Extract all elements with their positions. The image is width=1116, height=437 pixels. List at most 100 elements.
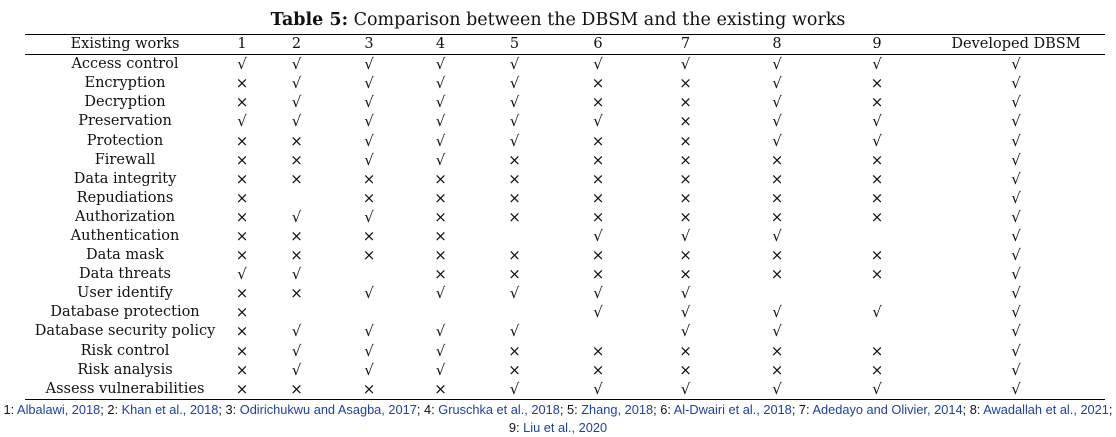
check-mark: √	[291, 207, 302, 226]
check-mark: √	[1011, 131, 1021, 150]
check-mark: √	[1011, 284, 1021, 303]
check-mark: √	[593, 226, 603, 245]
cross-mark: ×	[235, 207, 249, 226]
check-mark: √	[509, 131, 520, 150]
check-mark: √	[291, 360, 302, 379]
check-mark: √	[435, 112, 446, 131]
cross-mark: ×	[404, 379, 477, 400]
cross-mark: ×	[870, 74, 884, 93]
check-mark: √	[364, 207, 374, 226]
cross-mark: ×	[679, 188, 692, 207]
check-mark: √	[291, 322, 302, 341]
citation-link[interactable]: Gruschka et al., 2018	[438, 402, 560, 417]
check-mark: √	[509, 322, 520, 341]
check-mark: √	[291, 93, 302, 112]
table-row: Data threats √ √ × × × × × × √	[25, 265, 1105, 284]
check-mark: √	[772, 322, 782, 341]
check-mark: √	[593, 112, 603, 131]
cross-mark: ×	[235, 322, 249, 341]
check-mark: √	[680, 322, 691, 341]
check-mark: √	[1011, 226, 1021, 245]
table-row: Assess vulnerabilities × × × × √ √ √ √ √ √	[25, 379, 1105, 400]
cross-mark: ×	[770, 246, 784, 265]
header-row: Existing works 1 2 3 4 5 6 7 8 9 Developed DBSM	[25, 33, 1105, 56]
header-work-9: 9	[827, 33, 927, 56]
header-work-5: 5	[477, 33, 552, 56]
cross-mark: ×	[870, 207, 884, 226]
check-mark: √	[1011, 303, 1021, 322]
check-mark: √	[644, 379, 727, 400]
check-mark: √	[509, 74, 520, 93]
table-row: Encryption × √ √ √ √ × × √ × √	[25, 74, 1105, 93]
citation-link[interactable]: Adedayo and Olivier, 2014	[812, 402, 963, 417]
check-mark: √	[435, 322, 446, 341]
check-mark: √	[680, 226, 691, 245]
empty-cell	[259, 303, 334, 322]
check-mark: √	[872, 55, 882, 74]
check-mark: √	[435, 284, 446, 303]
cross-mark: ×	[235, 226, 249, 245]
check-mark: √	[509, 93, 520, 112]
citation-link[interactable]: Al-Dwairi et al., 2018	[673, 402, 792, 417]
cross-mark: ×	[362, 169, 376, 188]
citation-link[interactable]: Awadallah et al., 2021	[983, 402, 1109, 417]
cross-mark: ×	[870, 188, 884, 207]
check-mark: √	[509, 112, 520, 131]
check-mark: √	[1011, 265, 1021, 284]
cross-mark: ×	[870, 93, 884, 112]
cross-mark: ×	[235, 341, 249, 360]
citation-link[interactable]: Odirichukwu and Asagba, 2017	[239, 402, 417, 417]
header-work-4: 4	[404, 33, 477, 56]
cross-mark: ×	[434, 188, 447, 207]
check-mark: √	[772, 112, 782, 131]
cross-mark: ×	[508, 150, 521, 169]
table-footnote: 1: Albalawi, 2018; 2: Khan et al., 2018;…	[0, 401, 1116, 437]
cross-mark: ×	[591, 150, 605, 169]
check-mark: √	[772, 55, 782, 74]
cross-mark: ×	[235, 74, 249, 93]
cross-mark: ×	[679, 246, 692, 265]
cross-mark: ×	[770, 169, 784, 188]
citation-link[interactable]: Khan et al., 2018	[121, 402, 219, 417]
header-work-6: 6	[552, 33, 644, 56]
empty-cell	[552, 322, 644, 341]
table-header: Existing works 1 2 3 4 5 6 7 8 9 Developed DBSM	[25, 33, 1105, 56]
check-mark: √	[1011, 246, 1021, 265]
table-row: Database protection × √ √ √ √ √	[25, 303, 1105, 322]
cross-mark: ×	[235, 246, 249, 265]
cross-mark: ×	[679, 93, 692, 112]
check-mark: √	[291, 74, 302, 93]
check-mark: √	[237, 55, 247, 74]
cross-mark: ×	[679, 131, 692, 150]
row-label: Database security policy	[34, 323, 216, 340]
cross-mark: ×	[290, 150, 303, 169]
check-mark: √	[364, 360, 374, 379]
cross-mark: ×	[290, 226, 303, 245]
table-row: User identify × × √ √ √ √ √ √	[25, 284, 1105, 303]
citation-link[interactable]: Albalawi, 2018	[17, 402, 101, 417]
cross-mark: ×	[235, 169, 249, 188]
check-mark: √	[1011, 322, 1021, 341]
cross-mark: ×	[508, 360, 521, 379]
citation-link[interactable]: Zhang, 2018	[581, 402, 654, 417]
table-row: Database security policy × √ √ √ √ √ √ √	[25, 322, 1105, 341]
cross-mark: ×	[225, 379, 259, 400]
check-mark: √	[291, 265, 302, 284]
footnote-text: ; 2:	[100, 402, 122, 417]
cross-mark: ×	[434, 246, 447, 265]
cross-mark: ×	[679, 169, 692, 188]
cross-mark: ×	[591, 74, 605, 93]
table-row: Preservation √ √ √ √ √ √ × √ √ √	[25, 112, 1105, 131]
cross-mark: ×	[679, 112, 692, 131]
header-existing-works: Existing works	[25, 33, 225, 56]
cross-mark: ×	[235, 131, 249, 150]
row-label: Data integrity	[73, 170, 177, 187]
row-label: Access control	[71, 56, 179, 73]
cross-mark: ×	[679, 265, 692, 284]
check-mark: √	[1011, 188, 1021, 207]
cross-mark: ×	[770, 150, 784, 169]
table-row: Repudiations × × × × × × × × √	[25, 189, 1105, 208]
check-mark: √	[435, 93, 446, 112]
caption-label: Table 5:	[270, 10, 349, 30]
citation-link[interactable]: Liu et al., 2020	[523, 420, 608, 435]
